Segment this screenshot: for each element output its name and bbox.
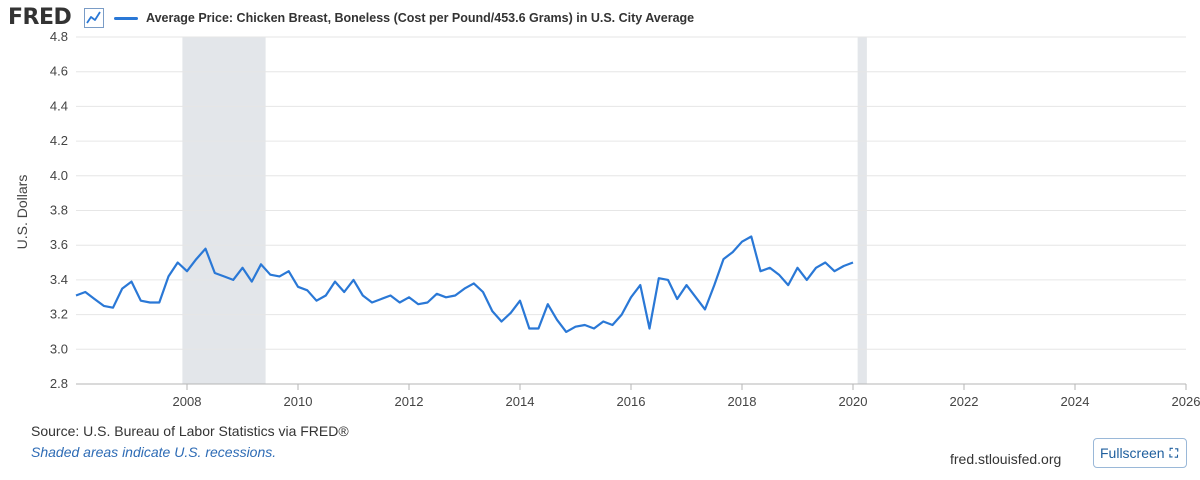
- y-tick-label: 3.2: [50, 307, 68, 322]
- source-text: Source: U.S. Bureau of Labor Statistics …: [31, 423, 349, 439]
- y-tick-label: 3.0: [50, 341, 68, 356]
- x-tick-label: 2024: [1061, 394, 1090, 409]
- x-tick-label: 2010: [284, 394, 313, 409]
- expand-icon: ⛶: [1169, 445, 1178, 460]
- chart-series: [75, 235, 854, 333]
- y-tick-label: 4.2: [50, 133, 68, 148]
- site-url[interactable]: fred.stlouisfed.org: [950, 451, 1062, 467]
- line-chart: 2.8 3.0 3.2 3.4 3.6 3.8 4.0 4.2 4.4 4.6 4.8 2008 201…: [14, 29, 1200, 409]
- legend-swatch: [114, 16, 138, 20]
- fullscreen-label: Fullscreen: [1100, 445, 1165, 461]
- x-tick-label: 2026: [1172, 394, 1200, 409]
- series-line-0: [75, 235, 854, 333]
- legend-label: Average Price: Chicken Breast, Boneless …: [146, 11, 695, 25]
- y-axis-label: U.S. Dollars: [14, 175, 30, 250]
- recession-note: Shaded areas indicate U.S. recessions.: [31, 444, 277, 460]
- line-chart-icon: [84, 8, 104, 28]
- chart-legend: Average Price: Chicken Breast, Boneless …: [114, 9, 694, 27]
- y-tick-label: 4.8: [50, 29, 68, 44]
- fullscreen-button[interactable]: Fullscreen ⛶: [1093, 438, 1187, 468]
- x-tick-label: 2014: [506, 394, 535, 409]
- chart-header: FRED Average Price: Chicken Breast, Bone…: [0, 0, 1200, 36]
- x-tick-label: 2012: [395, 394, 424, 409]
- y-tick-label: 2.8: [50, 376, 68, 391]
- y-tick-label: 4.0: [50, 168, 68, 183]
- y-tick-label: 3.6: [50, 237, 68, 252]
- y-tick-label: 4.4: [50, 98, 68, 113]
- x-tick-label: 2022: [950, 394, 979, 409]
- chart-footer: Source: U.S. Bureau of Labor Statistics …: [0, 415, 1200, 480]
- y-tick-label: 4.6: [50, 64, 68, 79]
- x-tick-label: 2020: [839, 394, 868, 409]
- x-tick-label: 2008: [173, 394, 202, 409]
- fred-logo[interactable]: FRED: [8, 5, 72, 30]
- x-tick-label: 2018: [728, 394, 757, 409]
- y-tick-label: 3.4: [50, 272, 68, 287]
- y-tick-label: 3.8: [50, 203, 68, 218]
- chart-axes: 2.8 3.0 3.2 3.4 3.6 3.8 4.0 4.2 4.4 4.6 4.8 2008 201…: [50, 29, 1200, 409]
- x-tick-label: 2016: [617, 394, 646, 409]
